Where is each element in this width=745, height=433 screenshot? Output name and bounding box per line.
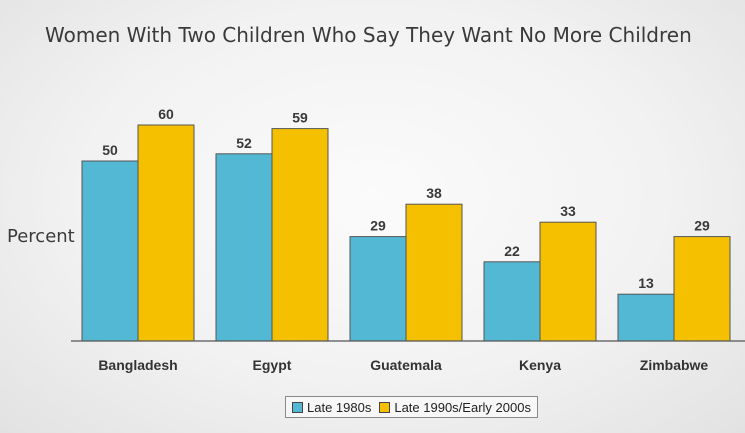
data-label-zimbabwe-series-2: 29 bbox=[694, 218, 710, 234]
x-tick-label-egypt: Egypt bbox=[253, 357, 292, 373]
legend-item-series-1: Late 1980s bbox=[292, 400, 371, 415]
legend-swatch-series-1 bbox=[292, 401, 303, 413]
data-label-egypt-series-1: 52 bbox=[236, 135, 252, 151]
bar-zimbabwe-series-2 bbox=[673, 236, 731, 342]
data-label-zimbabwe-series-1: 13 bbox=[638, 275, 654, 291]
data-label-bangladesh-series-1: 50 bbox=[102, 142, 118, 158]
legend-label-series-2: Late 1990s/Early 2000s bbox=[394, 399, 531, 415]
data-label-kenya-series-2: 33 bbox=[560, 203, 576, 219]
bar-bangladesh-series-1 bbox=[81, 160, 139, 342]
bar-guatemala-series-1 bbox=[349, 236, 407, 342]
x-tick-label-zimbabwe: Zimbabwe bbox=[640, 357, 709, 373]
data-label-bangladesh-series-2: 60 bbox=[158, 106, 174, 122]
bar-bangladesh-series-2 bbox=[137, 124, 195, 342]
data-label-egypt-series-2: 59 bbox=[292, 110, 308, 126]
legend: Late 1980s Late 1990s/Early 2000s bbox=[285, 396, 538, 418]
legend-swatch-series-2 bbox=[379, 401, 391, 413]
legend-label-series-1: Late 1980s bbox=[307, 399, 372, 415]
data-label-guatemala-series-2: 38 bbox=[426, 185, 442, 201]
data-label-guatemala-series-1: 29 bbox=[370, 218, 386, 234]
bar-egypt-series-1 bbox=[215, 153, 273, 342]
x-tick-label-kenya: Kenya bbox=[519, 357, 561, 373]
x-tick-label-bangladesh: Bangladesh bbox=[98, 357, 177, 373]
bar-zimbabwe-series-1 bbox=[617, 293, 675, 342]
bar-kenya-series-2 bbox=[539, 221, 597, 342]
x-tick-label-guatemala: Guatemala bbox=[370, 357, 442, 373]
y-axis-label: Percent bbox=[7, 226, 75, 247]
chart-title: Women With Two Children Who Say They Wan… bbox=[45, 23, 692, 47]
data-label-kenya-series-1: 22 bbox=[504, 243, 520, 259]
legend-item-series-2: Late 1990s/Early 2000s bbox=[379, 400, 531, 415]
bar-egypt-series-2 bbox=[271, 128, 329, 342]
bar-guatemala-series-2 bbox=[405, 203, 463, 342]
bar-kenya-series-1 bbox=[483, 261, 541, 342]
